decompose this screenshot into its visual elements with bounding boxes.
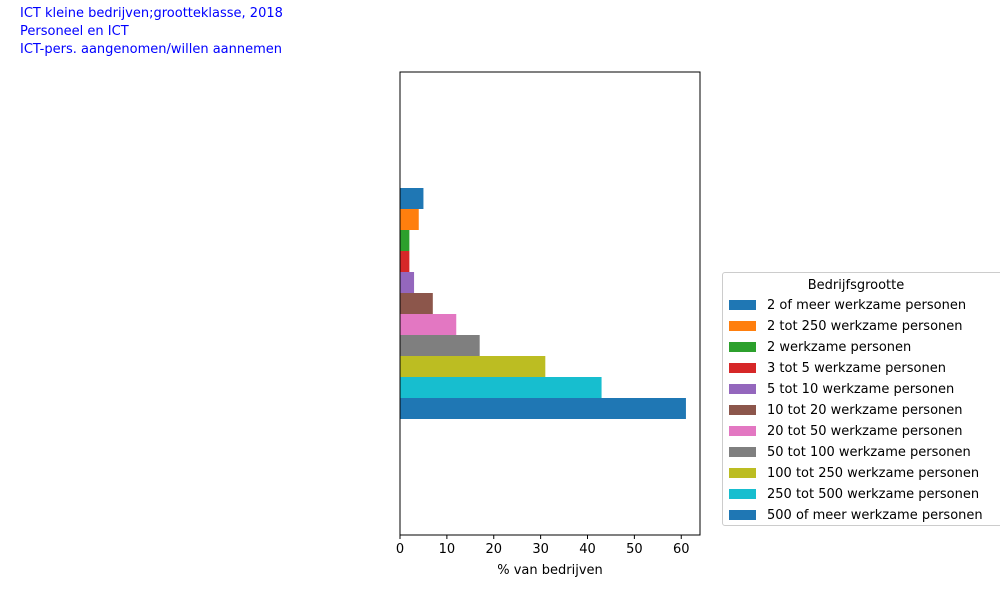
bar-8 [400, 335, 480, 356]
bar-9 [400, 356, 546, 377]
legend-title: Bedrijfsgrootte [807, 278, 905, 293]
x-tick-label-7: 60 [673, 542, 690, 557]
legend-item: 250 tot 500 werkzame personen [723, 484, 1000, 505]
x-axis-label: % van bedrijven [497, 563, 603, 578]
legend-label: 2 tot 250 werkzame personen [767, 319, 963, 334]
chart-title-block: ICT kleine bedrijven;grootteklasse, 2018… [20, 5, 283, 59]
bar-2 [400, 209, 419, 230]
legend-item: 2 tot 250 werkzame personen [723, 316, 1000, 337]
bar-11 [400, 398, 686, 419]
legend-label: 2 of meer werkzame personen [767, 298, 967, 313]
legend-swatch [729, 300, 756, 310]
bar-4 [400, 251, 410, 272]
plot-frame [399, 71, 701, 536]
legend-swatch [729, 489, 756, 499]
legend-item: 100 tot 250 werkzame personen [723, 463, 1000, 484]
legend-item: 2 werkzame personen [723, 337, 1000, 358]
bar-7 [400, 314, 457, 335]
bar-5 [400, 272, 415, 293]
legend-item: 5 tot 10 werkzame personen [723, 379, 1000, 400]
legend-label: 5 tot 10 werkzame personen [767, 382, 955, 397]
legend-label: 500 of meer werkzame personen [767, 508, 983, 523]
legend: Bedrijfsgrootte 2 of meer werkzame perso… [722, 272, 1000, 526]
legend-label: 2 werkzame personen [767, 340, 912, 355]
legend-item: 3 tot 5 werkzame personen [723, 358, 1000, 379]
legend-item: 2 of meer werkzame personen [723, 295, 1000, 316]
legend-swatch [729, 510, 756, 520]
legend-swatch [729, 342, 756, 352]
x-tick-label-4: 30 [532, 542, 549, 557]
legend-label: 250 tot 500 werkzame personen [767, 487, 980, 502]
x-tick-label-1: 0 [396, 542, 404, 557]
legend-label: 3 tot 5 werkzame personen [767, 361, 946, 376]
legend-swatch [729, 447, 756, 457]
chart-subtitle-topic: ICT-pers. aangenomen/willen aannemen [20, 42, 283, 57]
legend-item: 500 of meer werkzame personen [723, 505, 1000, 526]
x-tick-label-2: 10 [439, 542, 456, 557]
chart-title: ICT kleine bedrijven;grootteklasse, 2018 [20, 6, 283, 21]
bar-10 [400, 377, 602, 398]
legend-swatch [729, 363, 756, 373]
legend-swatch [729, 468, 756, 478]
legend-item: 50 tot 100 werkzame personen [723, 442, 1000, 463]
bar-3 [400, 230, 410, 251]
x-tick-label-6: 50 [626, 542, 643, 557]
chart-subtitle-theme: Personeel en ICT [20, 24, 129, 39]
legend-label: 100 tot 250 werkzame personen [767, 466, 980, 481]
legend-label: 20 tot 50 werkzame personen [767, 424, 963, 439]
legend-item: 20 tot 50 werkzame personen [723, 421, 1000, 442]
bar-1 [400, 188, 424, 209]
legend-swatch [729, 426, 756, 436]
legend-swatch [729, 321, 756, 331]
legend-label: 10 tot 20 werkzame personen [767, 403, 963, 418]
x-tick-label-3: 20 [485, 542, 502, 557]
legend-swatch [729, 384, 756, 394]
legend-label: 50 tot 100 werkzame personen [767, 445, 971, 460]
bar-6 [400, 293, 433, 314]
x-tick-label-5: 40 [579, 542, 596, 557]
legend-swatch [729, 405, 756, 415]
legend-item: 10 tot 20 werkzame personen [723, 400, 1000, 421]
legend-items: 2 of meer werkzame personen 2 tot 250 wer… [723, 295, 1000, 526]
